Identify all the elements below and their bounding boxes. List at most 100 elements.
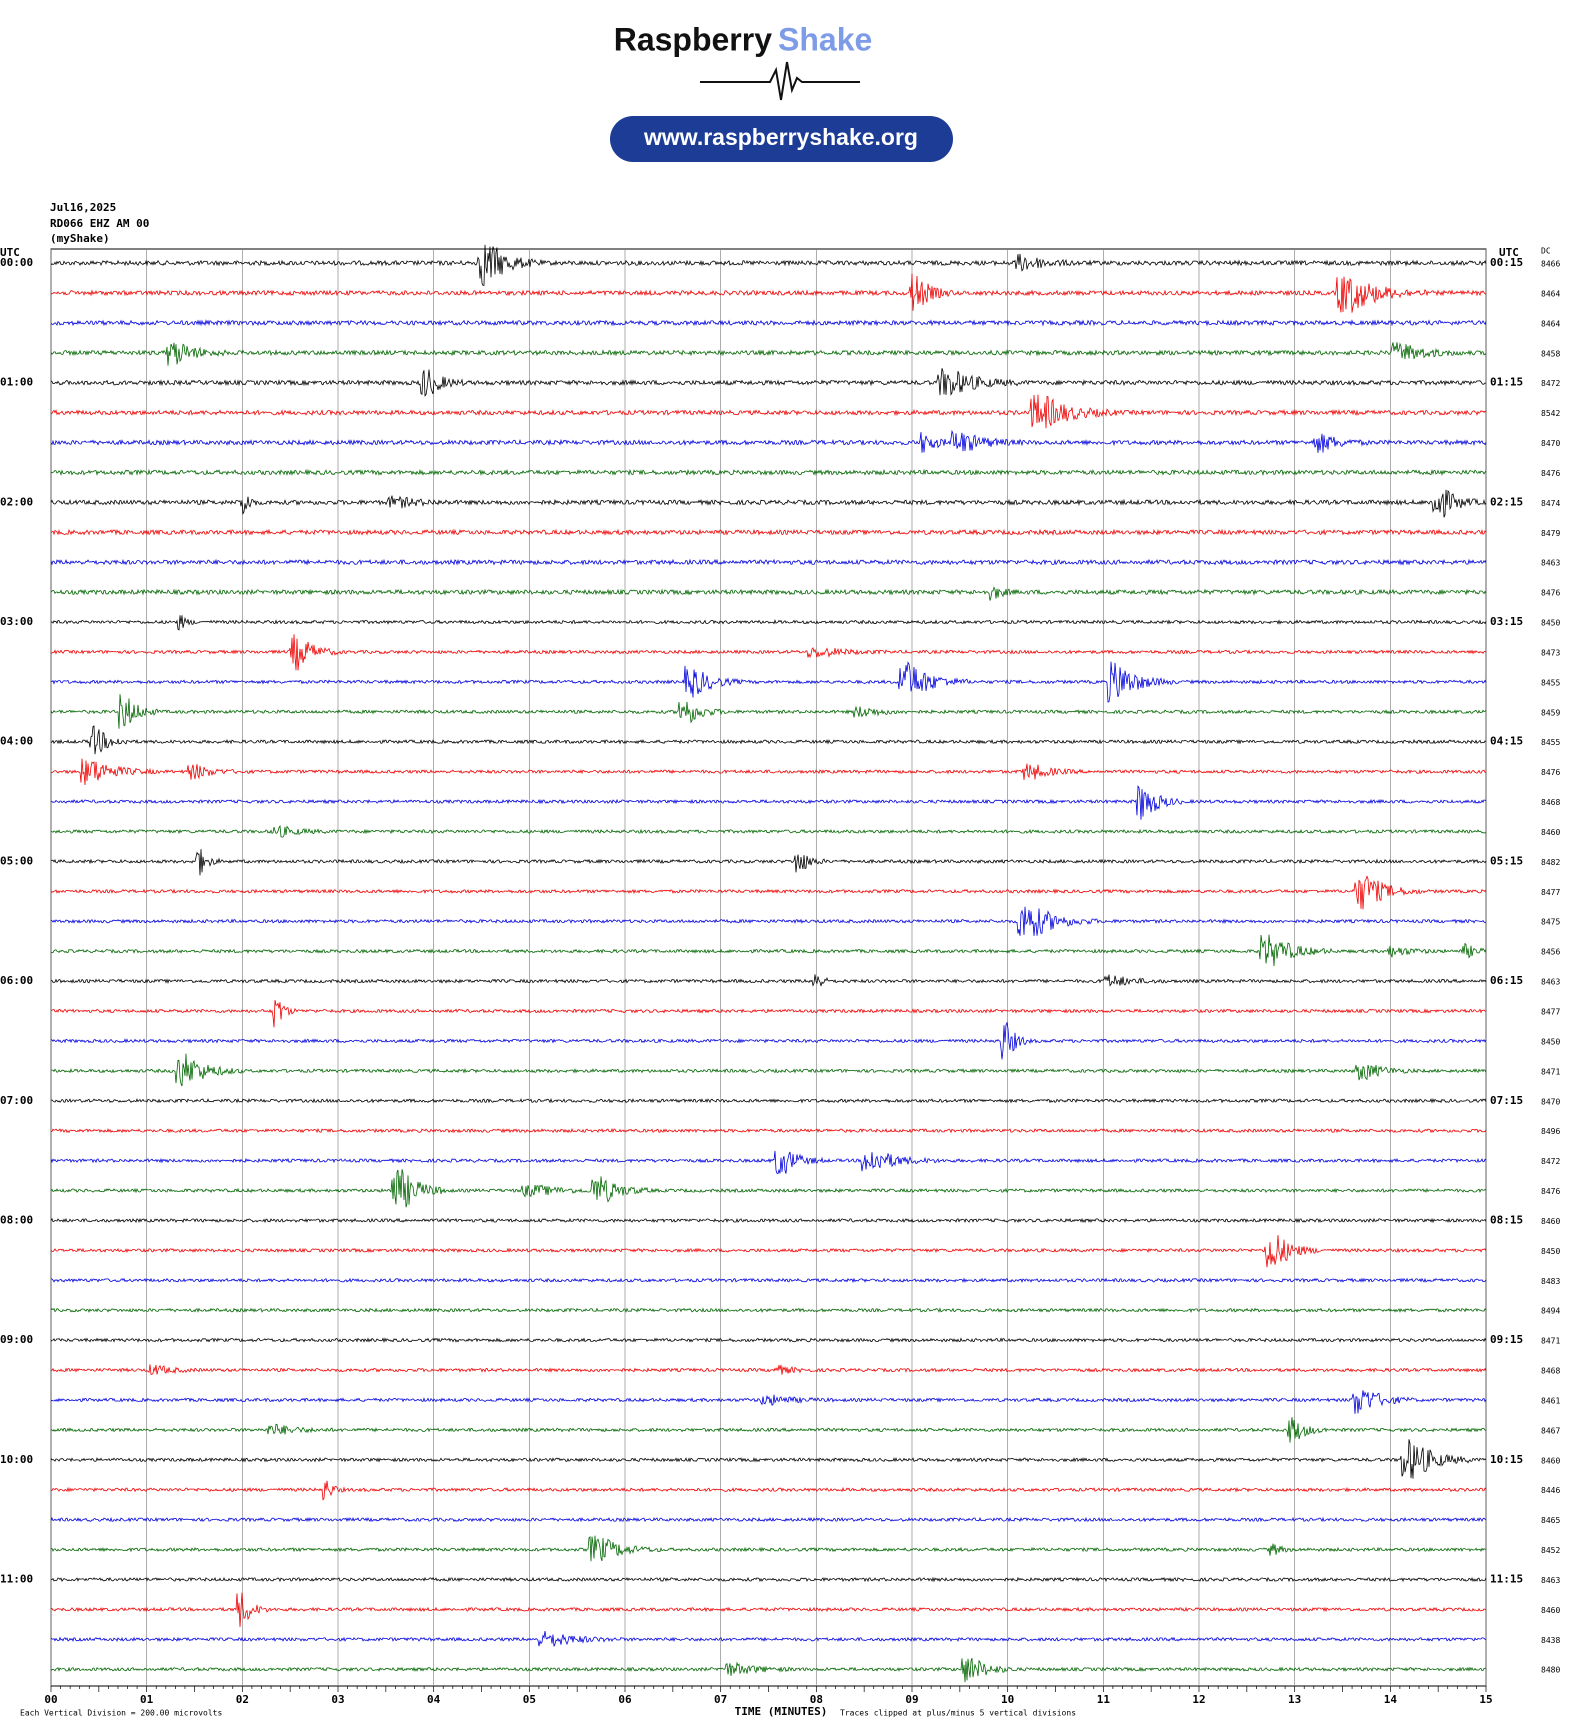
- dc-label: 8473: [1541, 648, 1560, 657]
- dc-label: 8480: [1541, 1666, 1560, 1675]
- trace: [50, 1097, 1487, 1104]
- dc-label: 8450: [1541, 619, 1560, 628]
- trace: [51, 1576, 1487, 1583]
- trace: [50, 558, 1487, 566]
- dc-label: 8496: [1541, 1127, 1560, 1136]
- trace: [50, 429, 1487, 453]
- trace: [50, 1516, 1487, 1523]
- right-time-label: 04:15: [1490, 735, 1523, 748]
- right-axis-title: UTC: [1499, 246, 1519, 259]
- trace: [50, 1417, 1487, 1443]
- dc-label: 8461: [1541, 1396, 1560, 1405]
- trace: [50, 875, 1487, 910]
- brand-second: Shake: [778, 21, 872, 57]
- trace: [50, 1307, 1487, 1314]
- dc-label: 8468: [1541, 1367, 1560, 1376]
- trace: [50, 758, 1487, 786]
- dc-label: 8476: [1541, 768, 1560, 777]
- right-time-label: 08:15: [1490, 1213, 1523, 1226]
- trace: [50, 694, 1487, 729]
- dc-label: 8542: [1541, 409, 1560, 418]
- dc-label: 8476: [1541, 1187, 1560, 1196]
- dc-label: 8474: [1541, 499, 1560, 508]
- left-time-label: 06:00: [0, 974, 33, 987]
- x-tick-label: 15: [1479, 1693, 1492, 1706]
- trace: [50, 489, 1487, 518]
- trace: [50, 849, 1487, 876]
- dc-label: 8452: [1541, 1546, 1560, 1555]
- dc-label: 8470: [1541, 1097, 1560, 1106]
- trace: [50, 1480, 1487, 1501]
- right-time-label: 06:15: [1490, 974, 1523, 987]
- dc-label: 8472: [1541, 1157, 1560, 1166]
- logo-wave: [700, 61, 860, 101]
- dc-label: 8464: [1541, 289, 1560, 298]
- dc-label: 8450: [1541, 1247, 1560, 1256]
- left-time-label: 03:00: [0, 615, 33, 628]
- trace: [50, 906, 1487, 936]
- dc-title: DC: [1541, 247, 1551, 256]
- dc-label: 8494: [1541, 1307, 1560, 1316]
- station: RD066 EHZ AM 00: [50, 217, 149, 230]
- right-time-label: 09:15: [1490, 1333, 1523, 1346]
- left-time-label: 04:00: [0, 735, 33, 748]
- left-axis-title: UTC: [0, 246, 20, 259]
- trace: [50, 1127, 1487, 1134]
- network: (myShake): [50, 232, 110, 245]
- dc-label: 8455: [1541, 738, 1560, 747]
- left-time-label: 11:00: [0, 1572, 33, 1585]
- dc-label: 8446: [1541, 1486, 1560, 1495]
- dc-label: 8475: [1541, 918, 1560, 927]
- left-time-label: 02:00: [0, 495, 33, 508]
- trace: [50, 1150, 1487, 1175]
- x-tick-label: 05: [523, 1693, 536, 1706]
- dc-label: 8471: [1541, 1337, 1560, 1346]
- dc-label: 8455: [1541, 678, 1560, 687]
- dc-label: 8483: [1541, 1277, 1560, 1286]
- dc-label: 8460: [1541, 1456, 1560, 1465]
- trace: [50, 586, 1487, 601]
- dc-label: 8456: [1541, 948, 1560, 957]
- dc-label: 8477: [1541, 888, 1560, 897]
- dc-label: 8476: [1541, 589, 1560, 598]
- dc-label: 8467: [1541, 1426, 1560, 1435]
- trace: [50, 1631, 1487, 1647]
- dc-label: 8477: [1541, 1008, 1560, 1017]
- x-tick-label: 01: [140, 1693, 154, 1706]
- right-time-label: 11:15: [1490, 1572, 1523, 1585]
- trace: [50, 1439, 1487, 1479]
- url[interactable]: www.raspberryshake.org: [643, 124, 918, 150]
- trace: [50, 528, 1487, 536]
- trace: [50, 1657, 1487, 1683]
- right-time-label: 10:15: [1490, 1453, 1523, 1466]
- right-time-label: 05:15: [1490, 854, 1523, 867]
- scale-note: Each Vertical Division = 200.00 microvol…: [20, 1709, 222, 1718]
- left-time-label: 01:00: [0, 376, 33, 389]
- right-time-label: 07:15: [1490, 1094, 1523, 1107]
- dc-label: 8460: [1541, 1217, 1560, 1226]
- left-time-label: 09:00: [0, 1333, 33, 1346]
- x-tick-label: 04: [427, 1693, 441, 1706]
- dc-label: 8450: [1541, 1037, 1560, 1046]
- trace: [50, 319, 1487, 327]
- dc-label: 8438: [1541, 1636, 1560, 1645]
- left-time-label: 00:00: [0, 256, 33, 269]
- x-tick-label: 02: [236, 1693, 249, 1706]
- x-tick-label: 12: [1192, 1693, 1205, 1706]
- trace: [50, 785, 1487, 820]
- plot-frame: [50, 248, 1487, 1687]
- x-tick-label: 00: [44, 1693, 57, 1706]
- x-axis-title: TIME (MINUTES): [735, 1705, 828, 1718]
- url-pill[interactable]: [610, 116, 953, 162]
- dc-label: 8466: [1541, 260, 1560, 269]
- trace: [50, 1169, 1487, 1208]
- x-tick-label: 07: [714, 1693, 727, 1706]
- dc-label: 8482: [1541, 858, 1560, 867]
- dc-label: 8458: [1541, 349, 1560, 358]
- trace: [50, 468, 1487, 477]
- dc-label: 8459: [1541, 708, 1560, 717]
- dc-label: 8472: [1541, 379, 1560, 388]
- x-tick-label: 13: [1288, 1693, 1301, 1706]
- x-tick-label: 08: [810, 1693, 823, 1706]
